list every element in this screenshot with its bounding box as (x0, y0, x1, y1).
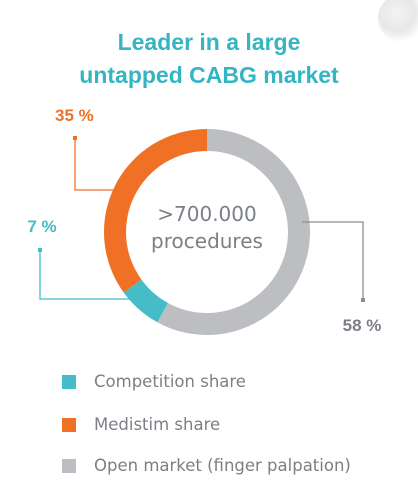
chart-title-line-1: Leader in a large (117, 29, 301, 55)
legend-swatch-medistim (62, 418, 76, 432)
corner-decoration (378, 0, 418, 42)
donut-slice-open-market (157, 129, 311, 335)
legend-label-open-market: Open market (finger palpation) (94, 456, 351, 475)
legend-label-competition: Competition share (94, 372, 246, 391)
legend-swatch-competition (62, 375, 76, 389)
legend-label-medistim: Medistim share (94, 415, 221, 434)
leader-dot-open-market (361, 298, 365, 302)
center-label-unit: procedures (151, 229, 263, 253)
leader-line-open-market (302, 221, 364, 300)
chart-title-line-2: untapped CABG market (79, 62, 339, 88)
legend-swatch-open-market (62, 459, 76, 473)
donut-slice-competition (123, 279, 168, 323)
leader-dot-medistim (73, 136, 77, 140)
chart-title: Leader in a large untapped CABG market (0, 26, 418, 92)
data-label-open-market: 58 % (343, 316, 382, 335)
leader-line-competition (39, 250, 147, 300)
leader-dot-competition (38, 248, 42, 252)
center-label-value: >700.000 (157, 202, 256, 226)
leader-line-medistim (74, 138, 113, 191)
donut-slice-medistim (104, 129, 207, 293)
data-label-medistim: 35 % (55, 106, 94, 125)
data-label-competition: 7 % (27, 217, 56, 236)
